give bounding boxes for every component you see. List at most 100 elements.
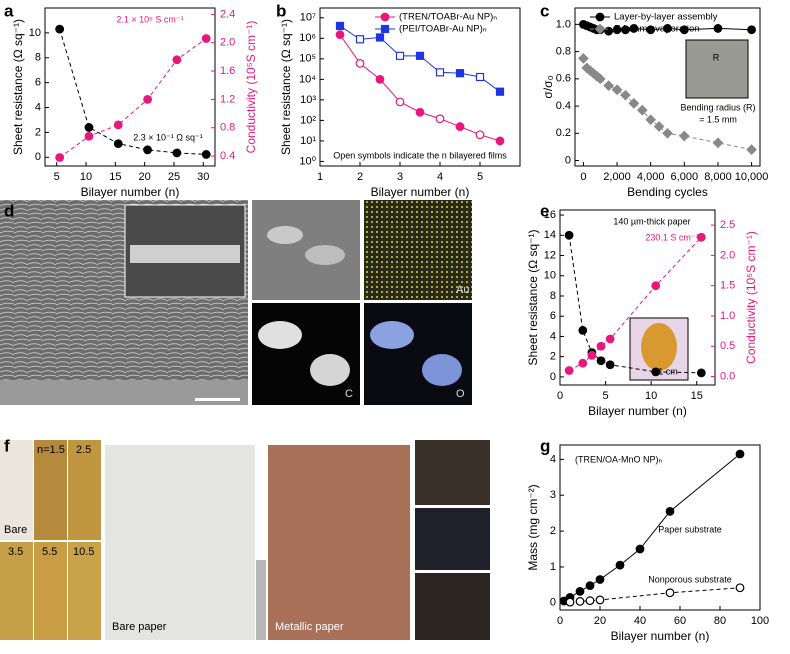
y2-tick-label: 2.5 (720, 219, 735, 231)
particle (267, 226, 303, 244)
x-tick-label: 0 (557, 390, 563, 402)
y2-tick-label: 1.0 (720, 310, 735, 322)
marker (653, 121, 665, 132)
x-tick-label: 6,000 (671, 171, 699, 183)
y-axis-title: Sheet resistance (Ω sq⁻¹) (279, 19, 293, 155)
y-tick-label: 0.4 (556, 100, 571, 112)
series-line (59, 38, 207, 158)
legend-label: E-beam evaporation (614, 24, 700, 35)
eds-label: Au (456, 284, 469, 296)
x-tick-label: 10,000 (735, 171, 769, 183)
bare-paper (105, 445, 255, 640)
marker (564, 366, 574, 375)
marker (651, 367, 661, 377)
marker (587, 350, 597, 360)
panel-label: g (540, 436, 550, 455)
plot-frame (559, 209, 716, 386)
marker (585, 596, 595, 606)
annotation: 2.1 × 10⁵ S cm⁻¹ (116, 14, 183, 24)
y-tick-label: 10⁰ (299, 155, 316, 167)
y2-tick-label: 1.6 (220, 65, 235, 77)
marker (665, 506, 675, 516)
sem-panel: Au C O (0, 200, 472, 405)
blob (310, 354, 350, 386)
x-tick-label: 5 (54, 171, 60, 183)
marker (55, 153, 65, 162)
y-tick-label: 0 (550, 371, 556, 383)
y-tick-label: 2 (550, 351, 556, 363)
photo (415, 508, 490, 570)
marker (696, 368, 706, 378)
ruler (256, 560, 266, 640)
marker (628, 97, 640, 109)
y2-tick-label: 2.0 (220, 37, 235, 49)
photo (0, 542, 33, 640)
y2-tick-label: 2.0 (720, 249, 735, 261)
leaf (641, 323, 677, 371)
marker (55, 24, 65, 34)
marker (629, 24, 639, 33)
y-tick-label: 10² (300, 114, 316, 126)
x-tick-label: 30 (197, 171, 209, 183)
sample-label: 5.5 (42, 546, 57, 558)
y2-tick-label: 0.8 (220, 122, 235, 134)
x-tick-label: 80 (714, 615, 726, 627)
x-axis-title: Bending cycles (627, 185, 708, 199)
marker (603, 80, 614, 91)
photo (415, 440, 490, 505)
marker (636, 104, 648, 116)
y-tick-label: 10 (544, 270, 556, 282)
sem-base (0, 380, 248, 405)
y-tick-label: 10¹ (300, 135, 316, 147)
marker (84, 131, 94, 141)
marker (143, 145, 152, 155)
y2-tick-label: 0.5 (720, 340, 735, 352)
y-tick-label: 0.6 (556, 73, 571, 85)
marker (201, 150, 211, 159)
eds-o (364, 303, 472, 405)
plot-frame (559, 444, 761, 611)
marker (646, 25, 656, 35)
marker (662, 127, 673, 139)
marker (355, 58, 365, 68)
marker (575, 586, 585, 596)
y-tick-label: 0.2 (556, 127, 571, 139)
marker (605, 334, 615, 344)
photo (34, 542, 67, 640)
plot-frame (319, 7, 521, 167)
metallic-paper (268, 445, 410, 640)
y-tick-label: 10⁵ (299, 53, 316, 65)
paper-label: Metallic paper (275, 621, 344, 633)
y-tick-label: 16 (544, 209, 556, 221)
y-tick-label: 2 (35, 126, 41, 138)
x-tick-label: 10 (645, 390, 657, 402)
x-tick-label: 20 (594, 615, 606, 627)
marker (611, 84, 623, 96)
y-axis-title: Sheet resistance (Ω sq⁻¹) (526, 229, 540, 365)
particle (305, 245, 345, 265)
marker (620, 89, 631, 101)
marker (595, 595, 605, 605)
legend-label: (TREN/TOABr-Au NP)ₙ (399, 12, 497, 23)
sample-label: n=1.5 (37, 444, 65, 456)
eds-c (252, 303, 360, 405)
sample-label: 2.5 (76, 444, 91, 456)
marker (747, 25, 756, 35)
legend-label: Layer-by-layer assembly (614, 12, 718, 23)
y-tick-label: 10 (29, 27, 41, 39)
y-tick-label: 8 (35, 52, 41, 64)
marker (596, 341, 606, 351)
sample-label: 3.5 (8, 546, 23, 558)
x-axis-title: Bilayer number (n) (611, 629, 710, 643)
marker (495, 87, 505, 96)
legend-marker (380, 12, 390, 22)
y2-tick-label: 1.2 (220, 93, 235, 105)
y-tick-label: 1 (550, 561, 556, 573)
marker (395, 51, 405, 60)
marker (113, 139, 123, 149)
y-tick-label: 14 (544, 229, 556, 241)
y-tick-label: 10⁴ (299, 73, 316, 85)
annotation: (TREN/OA-MnO NP)ₙ (575, 454, 663, 464)
y-tick-label: 10⁷ (300, 12, 316, 24)
